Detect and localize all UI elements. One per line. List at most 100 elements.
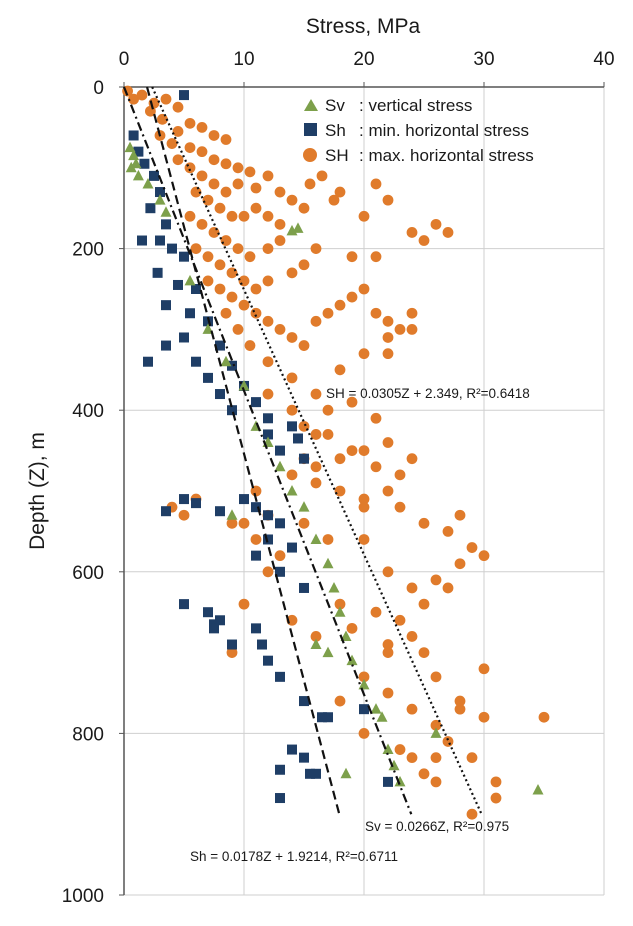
legend-item-sh: Sh : min. horizontal stress <box>304 121 529 140</box>
data-point-SH <box>274 550 286 562</box>
data-point-sh <box>137 235 147 246</box>
y-tick-label: 1000 <box>62 886 104 907</box>
data-point-SH <box>334 186 346 198</box>
data-point-sh <box>263 429 273 440</box>
data-point-SH <box>358 210 370 222</box>
data-point-SH <box>274 218 286 230</box>
data-point-sh <box>275 445 285 456</box>
data-point-sh <box>215 389 225 400</box>
data-point-sv <box>370 703 382 714</box>
data-point-SH <box>382 348 394 360</box>
data-point-sh <box>191 356 201 367</box>
data-point-SH <box>346 396 358 408</box>
data-point-SH <box>430 574 442 586</box>
data-point-SH <box>310 315 322 327</box>
data-point-SH <box>394 501 406 513</box>
data-point-sh <box>155 235 165 246</box>
data-point-SH <box>208 130 220 141</box>
data-point-SH <box>430 719 442 731</box>
data-point-sv <box>132 169 144 181</box>
data-point-sh <box>179 332 189 343</box>
data-point-SH <box>226 291 238 303</box>
data-point-sh <box>299 752 309 763</box>
data-point-SH <box>490 792 502 804</box>
data-point-SH <box>382 315 394 327</box>
data-point-SH <box>250 182 262 194</box>
data-point-SH <box>454 695 466 707</box>
data-point-sv <box>328 581 340 593</box>
data-point-SH <box>214 259 226 271</box>
data-point-sv <box>376 711 388 722</box>
data-point-SH <box>262 315 274 327</box>
data-point-sh <box>275 793 285 804</box>
data-point-sh <box>145 203 156 214</box>
data-point-SH <box>370 307 382 319</box>
data-point-SH <box>370 606 382 618</box>
data-point-SH <box>454 509 466 521</box>
data-point-sv <box>286 224 298 236</box>
data-point-SH <box>370 178 382 190</box>
data-point-SH <box>346 445 358 456</box>
data-point-SH <box>322 534 334 545</box>
data-point-SH <box>454 558 466 570</box>
data-point-SH <box>238 299 250 311</box>
data-point-SH <box>346 251 358 263</box>
data-point-SH <box>382 639 394 650</box>
data-point-SH <box>262 566 274 578</box>
data-point-sh <box>251 397 261 408</box>
x-tick-label: 10 <box>233 49 254 70</box>
data-point-SH <box>370 461 382 473</box>
data-point-sv <box>322 646 334 658</box>
data-point-SH <box>274 186 286 198</box>
data-point-sv <box>358 678 370 690</box>
data-point-SH <box>322 404 334 416</box>
data-point-SH <box>184 162 196 174</box>
y-tick-labels: 0 200 400 600 800 1000 <box>62 78 124 907</box>
data-point-SH <box>310 631 322 642</box>
data-point-SH <box>220 186 232 198</box>
data-point-sh <box>203 607 213 618</box>
data-point-sv <box>298 501 310 512</box>
data-point-SH <box>184 142 196 154</box>
legend-sh-desc: : min. horizontal stress <box>359 121 529 140</box>
data-point-SH <box>358 348 370 360</box>
legend-sv-name: Sv <box>325 96 345 115</box>
data-point-SH <box>394 469 406 481</box>
data-point-SH <box>358 534 370 545</box>
data-point-sh <box>287 542 297 553</box>
data-point-SH <box>250 534 262 545</box>
data-point-SH <box>310 243 322 255</box>
data-point-SH <box>298 517 310 529</box>
data-point-SH <box>382 437 394 448</box>
data-point-SH <box>286 469 298 481</box>
data-point-SH <box>220 235 232 246</box>
data-point-SH <box>244 251 256 263</box>
data-point-SH <box>418 517 430 529</box>
y-tick-label: 400 <box>72 401 104 422</box>
data-point-SH <box>184 210 196 222</box>
x-tick-label: 40 <box>593 49 614 70</box>
data-point-SH <box>382 687 394 699</box>
data-point-SH <box>166 138 178 149</box>
data-point-SH <box>208 178 220 190</box>
data-point-sv <box>340 630 352 641</box>
data-point-sh <box>323 712 333 723</box>
data-point-SH <box>334 299 346 311</box>
legend: Sv : vertical stress Sh : min. horizonta… <box>303 96 534 165</box>
data-point-SH <box>466 752 478 764</box>
data-point-SH <box>406 453 418 465</box>
data-point-SH <box>406 307 418 319</box>
data-point-SH <box>244 340 256 351</box>
data-point-SH <box>358 501 370 513</box>
data-point-sh <box>251 550 261 561</box>
data-point-sv <box>274 460 286 472</box>
data-point-SH <box>196 146 208 158</box>
data-point-sh <box>239 494 249 505</box>
data-point-sv <box>286 485 298 496</box>
legend-square-marker <box>304 123 317 136</box>
data-point-SH <box>454 703 466 715</box>
data-point-SH <box>442 582 454 594</box>
equation-sh: Sh = 0.0178Z + 1.9214, R²=0.6711 <box>190 849 398 864</box>
data-point-SH <box>172 126 184 137</box>
data-point-sv <box>226 509 238 520</box>
